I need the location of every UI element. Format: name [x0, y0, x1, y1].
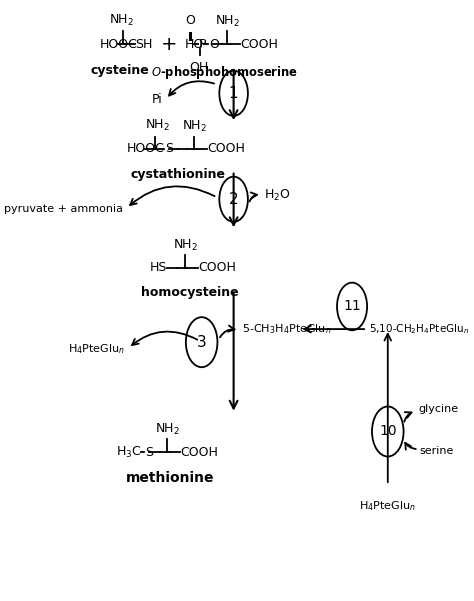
- Text: $\it{O}$-phosphohomoserine: $\it{O}$-phosphohomoserine: [151, 64, 298, 81]
- Text: H$_4$PteGlu$_n$: H$_4$PteGlu$_n$: [68, 343, 125, 356]
- Text: O: O: [209, 38, 219, 51]
- Text: COOH: COOH: [181, 446, 219, 459]
- Text: Pi: Pi: [151, 93, 162, 106]
- Text: homocysteine: homocysteine: [141, 285, 239, 299]
- Text: 11: 11: [343, 299, 361, 314]
- Text: glycine: glycine: [419, 404, 459, 414]
- Text: S: S: [145, 446, 153, 459]
- Text: 3: 3: [197, 335, 207, 350]
- Text: 1: 1: [229, 86, 238, 101]
- Text: NH$_2$: NH$_2$: [182, 118, 207, 134]
- Text: O: O: [185, 14, 195, 26]
- Text: NH$_2$: NH$_2$: [109, 13, 135, 28]
- Text: COOH: COOH: [198, 261, 236, 274]
- Text: pyruvate + ammonia: pyruvate + ammonia: [4, 204, 123, 215]
- Text: NH$_2$: NH$_2$: [155, 423, 180, 438]
- Text: NH$_2$: NH$_2$: [215, 14, 240, 29]
- Text: 5,10-CH$_2$H$_4$PteGlu$_n$: 5,10-CH$_2$H$_4$PteGlu$_n$: [369, 322, 469, 336]
- Text: 5-CH$_3$H$_4$PteGlu$_n$: 5-CH$_3$H$_4$PteGlu$_n$: [242, 322, 331, 336]
- Text: H$_3$C: H$_3$C: [116, 445, 141, 460]
- Text: 10: 10: [379, 424, 397, 439]
- Text: COOH: COOH: [208, 142, 246, 155]
- Text: NH$_2$: NH$_2$: [145, 118, 170, 133]
- Text: S: S: [165, 142, 173, 155]
- Text: cysteine: cysteine: [91, 64, 149, 77]
- Text: 2: 2: [229, 192, 238, 207]
- Text: H$_2$O: H$_2$O: [264, 188, 291, 203]
- Text: HS: HS: [149, 261, 167, 274]
- Text: COOH: COOH: [240, 38, 278, 51]
- Text: +: +: [161, 35, 177, 54]
- Text: OH: OH: [189, 61, 208, 74]
- Text: P: P: [199, 38, 206, 51]
- Text: methionine: methionine: [126, 471, 214, 486]
- Text: HOOC: HOOC: [127, 142, 164, 155]
- Text: serine: serine: [420, 445, 454, 456]
- Text: HO: HO: [185, 38, 204, 51]
- Text: NH$_2$: NH$_2$: [173, 238, 198, 253]
- Text: cystathionine: cystathionine: [131, 168, 226, 181]
- Text: SH: SH: [136, 38, 153, 51]
- Text: HOOC: HOOC: [100, 38, 138, 51]
- Text: H$_4$PteGlu$_n$: H$_4$PteGlu$_n$: [359, 499, 416, 513]
